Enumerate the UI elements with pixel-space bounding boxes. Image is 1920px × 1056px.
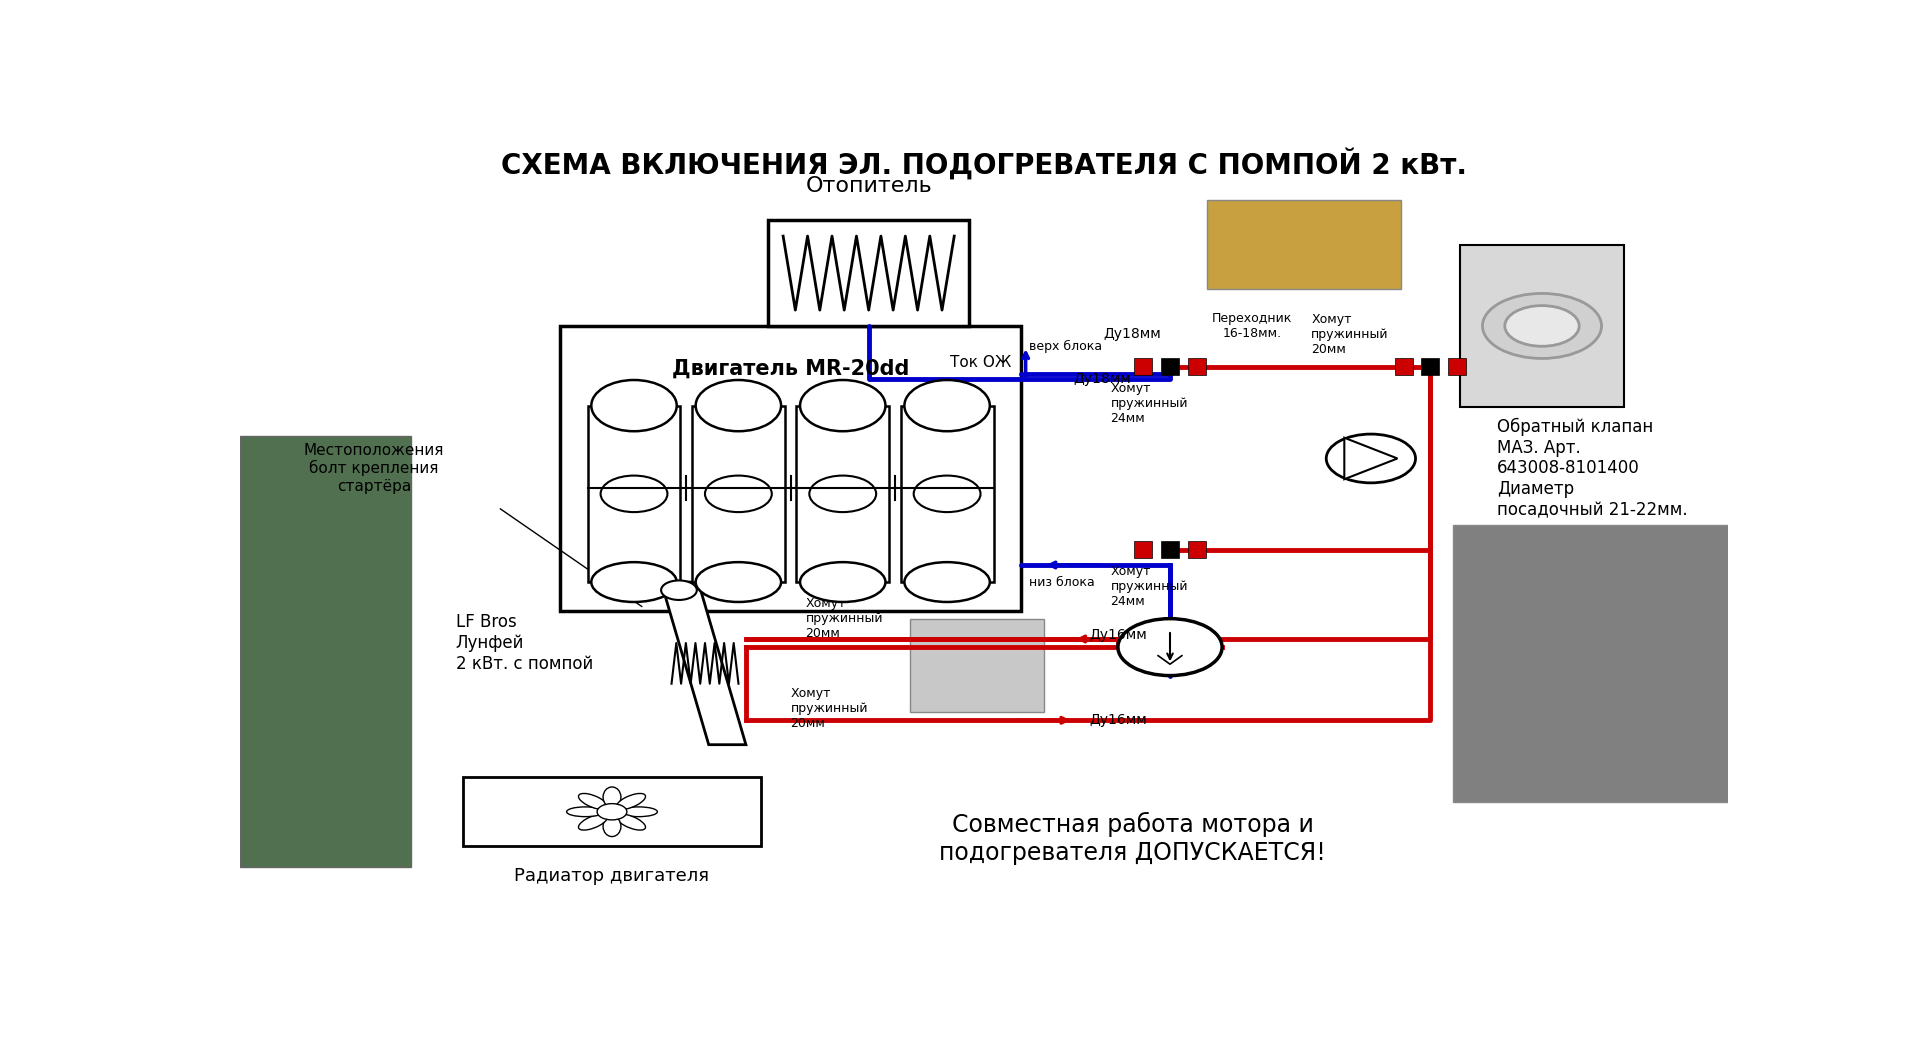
- Ellipse shape: [904, 562, 991, 602]
- Text: верх блока: верх блока: [1029, 340, 1102, 353]
- Bar: [240, 436, 411, 867]
- Ellipse shape: [904, 380, 991, 431]
- Bar: [1162, 542, 1179, 558]
- Text: Отопитель: Отопитель: [804, 176, 931, 195]
- Text: Ток ОЖ: Ток ОЖ: [950, 355, 1010, 370]
- Circle shape: [597, 804, 626, 819]
- Circle shape: [601, 475, 668, 512]
- Polygon shape: [660, 582, 745, 744]
- Ellipse shape: [616, 814, 645, 830]
- Circle shape: [914, 475, 981, 512]
- Bar: [768, 221, 970, 326]
- Ellipse shape: [578, 793, 607, 809]
- Bar: [588, 406, 680, 582]
- Bar: [1208, 200, 1402, 289]
- Text: Ду16мм: Ду16мм: [1089, 713, 1146, 728]
- Bar: [463, 777, 760, 846]
- Circle shape: [660, 581, 697, 600]
- Text: Ду16мм: Ду16мм: [1089, 628, 1146, 642]
- Text: Переходник
16-18мм.: Переходник 16-18мм.: [1212, 312, 1292, 340]
- Circle shape: [1505, 305, 1578, 346]
- Ellipse shape: [801, 380, 885, 431]
- Circle shape: [1327, 434, 1415, 483]
- Bar: [900, 406, 993, 582]
- Text: Местоположения
болт крепления
стартёра: Местоположения болт крепления стартёра: [303, 442, 444, 494]
- Circle shape: [705, 475, 772, 512]
- Bar: [1188, 358, 1206, 375]
- Ellipse shape: [603, 816, 620, 836]
- Text: СХЕМА ВКЛЮЧЕНИЯ ЭЛ. ПОДОГРЕВАТЕЛЯ С ПОМПОЙ 2 кВт.: СХЕМА ВКЛЮЧЕНИЯ ЭЛ. ПОДОГРЕВАТЕЛЯ С ПОМП…: [501, 148, 1467, 180]
- Bar: [1162, 358, 1179, 375]
- Bar: [1448, 358, 1467, 375]
- Text: Хомут
пружинный
20мм: Хомут пружинный 20мм: [1311, 313, 1388, 356]
- Bar: [1188, 542, 1206, 558]
- Bar: [1135, 542, 1152, 558]
- Bar: [1135, 358, 1152, 375]
- Text: Ду18мм: Ду18мм: [1102, 327, 1162, 341]
- Ellipse shape: [566, 807, 603, 816]
- Text: Хомут
пружинный
24мм: Хомут пружинный 24мм: [1110, 381, 1188, 425]
- Text: Двигатель MR-20dd: Двигатель MR-20dd: [672, 358, 910, 378]
- Text: Обратный клапан
МАЗ. Арт.
643008-8101400
Диаметр
посадочный 21-22мм.: Обратный клапан МАЗ. Арт. 643008-8101400…: [1498, 417, 1688, 518]
- Bar: [797, 406, 889, 582]
- Ellipse shape: [616, 793, 645, 809]
- Bar: [561, 326, 1021, 610]
- Polygon shape: [1344, 438, 1398, 479]
- Bar: [1421, 358, 1440, 375]
- Ellipse shape: [603, 787, 620, 807]
- Ellipse shape: [578, 814, 607, 830]
- Ellipse shape: [695, 380, 781, 431]
- Text: низ блока: низ блока: [1029, 576, 1094, 588]
- Bar: [1453, 525, 1728, 802]
- Ellipse shape: [801, 562, 885, 602]
- Ellipse shape: [591, 380, 676, 431]
- Circle shape: [810, 475, 876, 512]
- Text: Радиатор двигателя: Радиатор двигателя: [515, 867, 710, 885]
- Text: Совместная работа мотора и
подогревателя ДОПУСКАЕТСЯ!: Совместная работа мотора и подогревателя…: [939, 812, 1327, 865]
- Bar: [910, 619, 1044, 712]
- Circle shape: [1482, 294, 1601, 358]
- Ellipse shape: [695, 562, 781, 602]
- Text: Хомут
пружинный
20мм: Хомут пружинный 20мм: [806, 597, 883, 640]
- Ellipse shape: [591, 562, 676, 602]
- Text: Ду18мм: Ду18мм: [1073, 372, 1131, 385]
- Bar: [1394, 358, 1413, 375]
- Ellipse shape: [620, 807, 657, 816]
- Text: LF Bros
Лунфей
2 кВт. с помпой: LF Bros Лунфей 2 кВт. с помпой: [455, 614, 593, 673]
- Bar: [691, 406, 785, 582]
- Circle shape: [1117, 619, 1221, 676]
- Bar: [1459, 245, 1624, 408]
- Text: Хомут
пружинный
20мм: Хомут пружинный 20мм: [791, 686, 868, 730]
- Text: Хомут
пружинный
24мм: Хомут пружинный 24мм: [1110, 565, 1188, 607]
